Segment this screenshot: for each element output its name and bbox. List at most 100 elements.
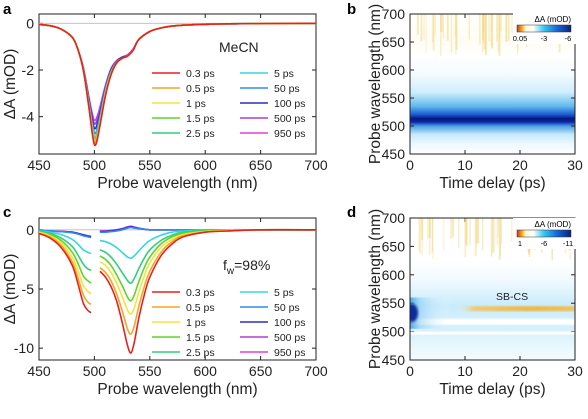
colorbar bbox=[516, 229, 572, 238]
y-tick-label: 600 bbox=[382, 62, 406, 78]
panel-annotation: fw=98% bbox=[223, 257, 270, 277]
series-line bbox=[39, 231, 92, 295]
y-tick-label: 450 bbox=[382, 146, 406, 162]
panel-d: 0 10 20 30 450 500 550 600 650 700 Time delay (ps)… bbox=[367, 209, 583, 398]
series-line bbox=[99, 228, 316, 260]
y-tick-label: -2 bbox=[22, 62, 35, 78]
y-tick-label: 700 bbox=[382, 6, 406, 22]
y-tick-label: 550 bbox=[382, 90, 406, 106]
legend-label: 100 ps bbox=[274, 98, 306, 110]
early-time-band bbox=[410, 297, 575, 329]
annotation-subscript: w bbox=[226, 266, 235, 277]
colorbar-tick-label: 0.05 bbox=[513, 34, 528, 43]
legend-label: 2.5 ps bbox=[186, 128, 215, 140]
x-tick-label: 450 bbox=[27, 363, 51, 379]
x-tick-label: 30 bbox=[567, 157, 583, 173]
panel-a: 450 500 550 600 650 700 0 -2 -4 Probe wavelength … bbox=[2, 13, 328, 192]
x-tick-label: 550 bbox=[138, 157, 162, 173]
plot-frame-top bbox=[409, 217, 576, 361]
x-axis-label: Time delay (ps) bbox=[439, 175, 545, 192]
y-tick-label: 550 bbox=[382, 295, 406, 311]
x-axis-label: Probe wavelength (nm) bbox=[97, 381, 257, 398]
panel-letter-a: a bbox=[3, 1, 12, 18]
series-group bbox=[39, 22, 316, 147]
y-tick-label: 0 bbox=[26, 15, 34, 31]
panel-letter-c: c bbox=[3, 204, 11, 221]
panel-letter-d: d bbox=[347, 204, 356, 221]
colorbar-tick-label: 1 bbox=[518, 239, 522, 248]
legend-label: 500 ps bbox=[274, 113, 306, 125]
y-tick-label: 650 bbox=[382, 34, 406, 50]
panel-letter-b: b bbox=[347, 1, 356, 18]
x-tick-label: 700 bbox=[304, 157, 328, 173]
colorbar-tick-label: -11 bbox=[563, 239, 573, 248]
legend-label: 1 ps bbox=[186, 98, 206, 110]
series-group bbox=[39, 225, 316, 354]
legend-label: 1.5 ps bbox=[186, 113, 215, 125]
series-line bbox=[99, 228, 316, 354]
panel-c: 450 500 550 600 650 700 0 -5 -10 Probe wavelength… bbox=[2, 217, 328, 398]
series-line bbox=[39, 232, 92, 306]
x-tick-label: 700 bbox=[304, 363, 328, 379]
x-tick-label: 600 bbox=[194, 363, 218, 379]
legend-label: 0.3 ps bbox=[186, 68, 215, 80]
y-tick-label: -4 bbox=[22, 109, 35, 125]
x-tick-label: 30 bbox=[567, 363, 583, 379]
y-tick-label: 0 bbox=[26, 222, 34, 238]
legend-label: 50 ps bbox=[274, 302, 300, 314]
legend-label: 1 ps bbox=[186, 317, 206, 329]
x-axis-label: Time delay (ps) bbox=[439, 381, 545, 398]
annotation-rest: =98% bbox=[234, 257, 270, 273]
x-tick-label: 20 bbox=[512, 363, 528, 379]
y-tick-label: 500 bbox=[382, 324, 406, 340]
series-line bbox=[39, 230, 92, 271]
colorbar-title: ΔA (mOD) bbox=[535, 220, 572, 229]
x-tick-label: 650 bbox=[249, 363, 273, 379]
y-axis-label: Probe wavelength (nm) bbox=[367, 209, 384, 369]
series-line bbox=[39, 230, 92, 255]
legend-label: 0.3 ps bbox=[186, 287, 215, 299]
x-tick-label: 10 bbox=[457, 363, 473, 379]
y-tick-label: 450 bbox=[382, 352, 406, 368]
series-line bbox=[39, 231, 92, 284]
colorbar-tick-label: -6 bbox=[541, 239, 548, 248]
plot-frame-top bbox=[409, 13, 576, 155]
sb-cs-band bbox=[459, 306, 575, 312]
x-tick-label: 0 bbox=[406, 363, 414, 379]
x-tick-label: 550 bbox=[138, 363, 162, 379]
series-line bbox=[99, 228, 316, 284]
series-line bbox=[39, 232, 92, 314]
legend-label: 0.5 ps bbox=[186, 83, 215, 95]
panel-b: 0 10 20 30 450 500 550 600 650 700 Time delay (ps)… bbox=[367, 4, 583, 192]
legend-label: 100 ps bbox=[274, 317, 306, 329]
legend-label: 950 ps bbox=[274, 128, 306, 140]
y-tick-label: 600 bbox=[382, 267, 406, 283]
colorbar-title: ΔA (mOD) bbox=[535, 15, 572, 24]
colorbar bbox=[516, 24, 572, 33]
y-axis-label: Probe wavelength (nm) bbox=[367, 4, 384, 164]
y-tick-label: 500 bbox=[382, 118, 406, 134]
x-tick-label: 10 bbox=[457, 157, 473, 173]
x-tick-label: 20 bbox=[512, 157, 528, 173]
y-tick-label: -5 bbox=[22, 281, 35, 297]
legend-label: 5 ps bbox=[274, 287, 294, 299]
legend-label: 50 ps bbox=[274, 83, 300, 95]
legend-label: 950 ps bbox=[274, 347, 306, 359]
series-line bbox=[39, 22, 316, 147]
x-tick-label: 0 bbox=[406, 157, 414, 173]
legend-label: 0.5 ps bbox=[186, 302, 215, 314]
x-tick-label: 650 bbox=[249, 157, 273, 173]
x-tick-label: 500 bbox=[83, 363, 107, 379]
y-tick-label: -10 bbox=[14, 340, 34, 356]
y-tick-label: 650 bbox=[382, 238, 406, 254]
legend-label: 1.5 ps bbox=[186, 332, 215, 344]
scatter-gap bbox=[410, 331, 575, 335]
annotation-base: f bbox=[223, 257, 227, 273]
x-tick-label: 450 bbox=[27, 157, 51, 173]
y-axis-label: ΔA (mOD) bbox=[2, 49, 19, 120]
legend-label: 2.5 ps bbox=[186, 347, 215, 359]
early-feature bbox=[410, 303, 418, 322]
legend-label: 5 ps bbox=[274, 68, 294, 80]
plot-frame bbox=[38, 13, 317, 155]
